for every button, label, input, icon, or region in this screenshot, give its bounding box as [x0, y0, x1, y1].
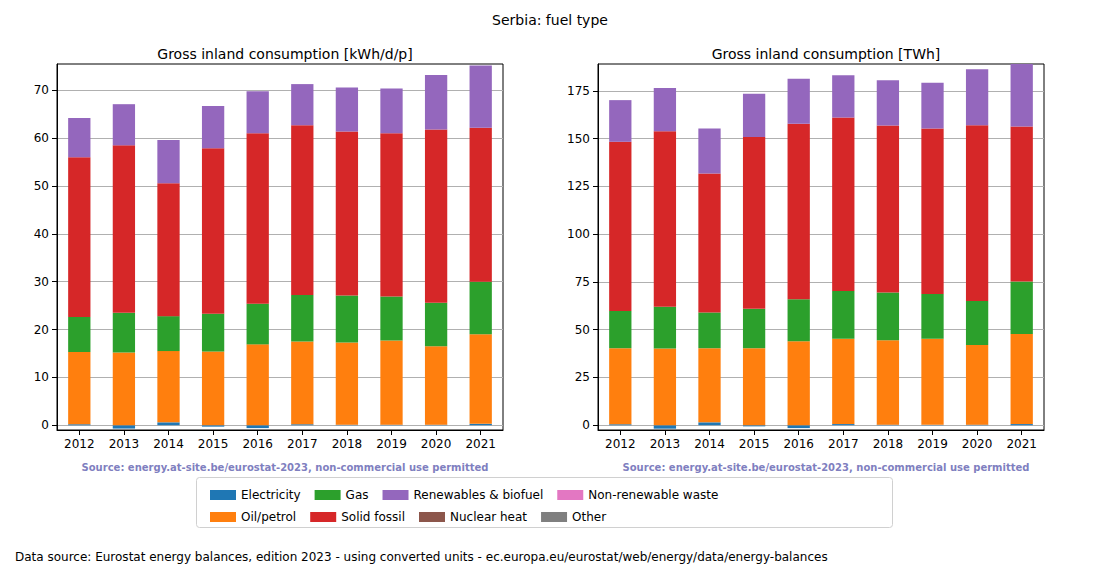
svg-text:Serbia: fuel type: Serbia: fuel type: [492, 12, 608, 28]
svg-text:30: 30: [34, 275, 49, 289]
svg-text:Solid fossil: Solid fossil: [341, 510, 405, 524]
svg-text:Source: energy.at-site.be/euro: Source: energy.at-site.be/eurostat-2023,…: [623, 462, 1030, 473]
svg-text:2012: 2012: [605, 437, 636, 451]
svg-text:2018: 2018: [873, 437, 904, 451]
svg-text:100: 100: [567, 227, 590, 241]
svg-text:175: 175: [567, 84, 590, 98]
svg-text:40: 40: [34, 227, 49, 241]
svg-text:75: 75: [575, 275, 590, 289]
svg-text:10: 10: [34, 370, 49, 384]
svg-text:2017: 2017: [287, 437, 318, 451]
svg-text:60: 60: [34, 131, 49, 145]
svg-text:0: 0: [41, 418, 49, 432]
svg-text:2018: 2018: [332, 437, 363, 451]
svg-text:2016: 2016: [242, 437, 273, 451]
svg-text:70: 70: [34, 83, 49, 97]
svg-text:Renewables & biofuel: Renewables & biofuel: [414, 488, 544, 502]
svg-text:2021: 2021: [465, 437, 496, 451]
svg-text:50: 50: [34, 179, 49, 193]
svg-text:150: 150: [567, 132, 590, 146]
svg-text:2021: 2021: [1006, 437, 1037, 451]
svg-text:125: 125: [567, 179, 590, 193]
svg-text:Non-renewable waste: Non-renewable waste: [588, 488, 718, 502]
svg-text:Other: Other: [572, 510, 606, 524]
svg-text:2014: 2014: [694, 437, 725, 451]
svg-text:0: 0: [582, 418, 590, 432]
svg-text:Nuclear heat: Nuclear heat: [450, 510, 527, 524]
svg-text:2020: 2020: [962, 437, 993, 451]
svg-text:Electricity: Electricity: [241, 488, 301, 502]
svg-text:25: 25: [575, 370, 590, 384]
svg-text:2013: 2013: [109, 437, 140, 451]
svg-text:2015: 2015: [198, 437, 229, 451]
svg-text:2019: 2019: [376, 437, 407, 451]
svg-text:2014: 2014: [153, 437, 184, 451]
svg-text:20: 20: [34, 323, 49, 337]
svg-text:2013: 2013: [650, 437, 681, 451]
svg-text:2016: 2016: [783, 437, 814, 451]
svg-text:Oil/petrol: Oil/petrol: [241, 510, 296, 524]
svg-text:2019: 2019: [917, 437, 948, 451]
svg-text:2012: 2012: [64, 437, 95, 451]
svg-text:Source: energy.at-site.be/euro: Source: energy.at-site.be/eurostat-2023,…: [82, 462, 489, 473]
svg-text:Gross inland consumption [TWh]: Gross inland consumption [TWh]: [712, 46, 941, 62]
svg-text:Gas: Gas: [346, 488, 369, 502]
svg-text:2020: 2020: [421, 437, 452, 451]
svg-text:50: 50: [575, 323, 590, 337]
svg-text:Gross inland consumption [kWh/: Gross inland consumption [kWh/d/p]: [157, 46, 412, 62]
svg-text:Data source: Eurostat energy b: Data source: Eurostat energy balances, e…: [15, 550, 828, 564]
svg-text:2017: 2017: [828, 437, 859, 451]
svg-text:2015: 2015: [739, 437, 770, 451]
